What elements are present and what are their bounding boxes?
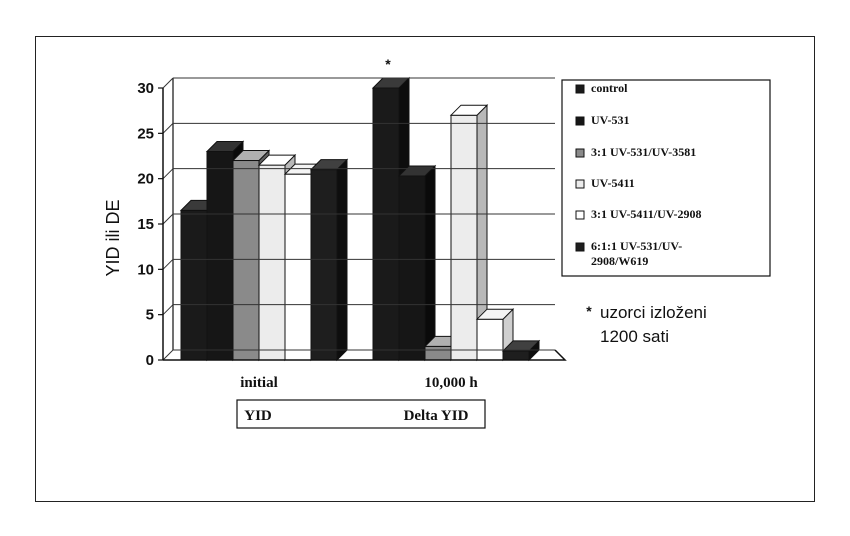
legend-label: 3:1 UV-531/UV-3581 — [591, 145, 696, 159]
legend-label: 3:1 UV-5411/UV-2908 — [591, 207, 702, 221]
bar-top — [449, 104, 489, 116]
legend: control UV-531 3:1 UV-531/UV-3581 UV-5411 3:… — [561, 79, 771, 277]
legend-swatch — [575, 242, 585, 252]
gridline-side — [162, 122, 174, 134]
y-tick-label: 30 — [137, 80, 154, 97]
legend-swatch — [575, 116, 585, 126]
bar-face — [310, 169, 338, 361]
gridline-side — [162, 77, 174, 89]
bar-face — [372, 87, 400, 361]
note-line: uzorci izloženi — [600, 303, 707, 322]
bar-face — [476, 318, 504, 361]
bar-face — [284, 173, 312, 361]
bar-top — [475, 308, 515, 320]
y-tick-label: 5 — [146, 307, 154, 324]
bar-face — [450, 114, 478, 361]
gridline-side — [162, 168, 174, 180]
legend-box — [561, 79, 771, 277]
bar-face — [502, 350, 530, 361]
group-label-box — [236, 399, 486, 429]
legend-label: 6:1:1 UV-531/UV- — [591, 239, 682, 253]
y-axis-label: YID ili DE — [103, 199, 123, 276]
y-tick-label: 15 — [137, 216, 154, 233]
bar-top — [257, 154, 297, 166]
legend-swatch — [575, 148, 585, 158]
gridline-side — [162, 349, 174, 361]
x-category-label: initial — [240, 375, 278, 391]
legend-swatch — [575, 84, 585, 94]
annotation-notes: * * uzorci izloženi 1200 sati — [385, 56, 706, 346]
y-tick-label: 0 — [146, 352, 154, 369]
bar-face — [180, 209, 208, 361]
gridline-side — [162, 258, 174, 270]
group-label-delta-yid: Delta YID — [404, 408, 469, 424]
gridline-side — [162, 304, 174, 316]
y-tick-label: 10 — [137, 261, 154, 278]
legend-label: UV-531 — [591, 113, 629, 127]
x-category-label: 10,000 h — [424, 375, 478, 391]
bar-face — [398, 175, 426, 361]
bar-face — [424, 345, 452, 361]
bar-top — [501, 340, 541, 352]
bar-face — [258, 164, 286, 361]
legend-swatch — [575, 179, 585, 189]
figure-frame — [35, 36, 815, 502]
bar-face — [206, 150, 234, 361]
legend-swatch — [575, 210, 585, 220]
plot-area — [179, 76, 541, 362]
bar-1-1 — [397, 164, 437, 362]
y-tick-label: 20 — [137, 171, 154, 188]
gridline-side — [162, 213, 174, 225]
bar-side — [424, 164, 436, 362]
x-axis-floor — [163, 349, 567, 361]
bar-face — [232, 160, 260, 361]
significance-asterisk: * — [385, 56, 391, 72]
group-label-yid: YID — [244, 408, 272, 424]
bar-top — [309, 159, 349, 171]
legend-label: UV-5411 — [591, 176, 635, 190]
bar-top — [231, 150, 271, 162]
axes: 0 5 10 15 20 25 30 YID ili DE initial 10,000 h YID… — [103, 77, 567, 429]
bar-top — [205, 140, 245, 152]
y-tick-label: 25 — [137, 125, 154, 142]
legend-label: 2908/W619 — [591, 254, 648, 268]
legend-label: control — [591, 81, 628, 95]
note-line: 1200 sati — [600, 327, 669, 346]
note-asterisk: * — [586, 303, 592, 319]
